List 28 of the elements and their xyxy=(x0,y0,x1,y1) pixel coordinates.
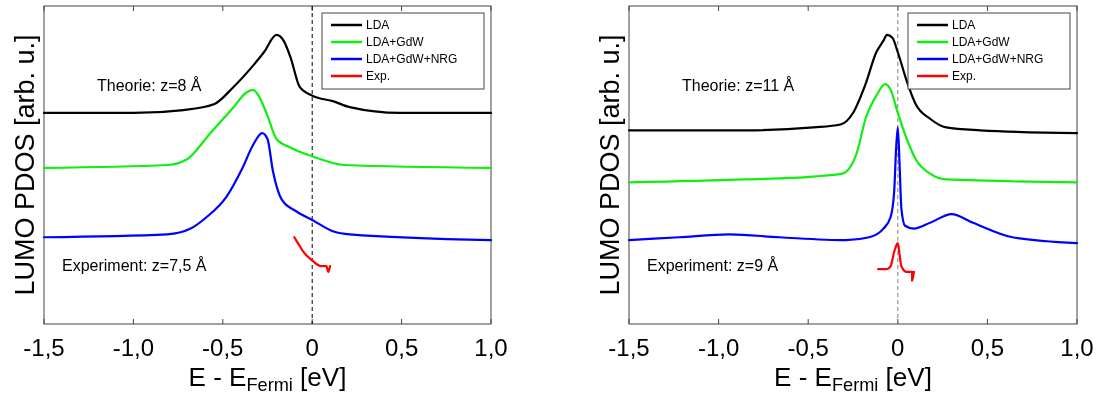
x-axis-title: E - E$_{Fermi}$ [eV] xyxy=(774,362,932,396)
x-tick-label: 1,0 xyxy=(1060,334,1094,361)
legend-label: Exp. xyxy=(366,69,391,83)
x-tick-label: -0,5 xyxy=(787,334,829,361)
legend-label: LDA+GdW xyxy=(952,35,1011,49)
x-tick-label: -0,5 xyxy=(202,334,244,361)
x-tick-label: -1,5 xyxy=(608,334,650,361)
legend-label: LDA+GdW+NRG xyxy=(952,52,1044,66)
x-axis-title: E - E$_{Fermi}$ [eV] xyxy=(188,362,347,396)
legend-label: LDA+GdW xyxy=(366,35,425,49)
y-axis-title: LUMO PDOS [arb. u.] xyxy=(595,34,625,296)
annotation: Theorie: z=8 Å xyxy=(97,76,202,94)
y-axis-title: LUMO PDOS [arb. u.] xyxy=(10,34,40,296)
legend-label: LDA+GdW+NRG xyxy=(366,52,458,66)
x-tick-label: 0,5 xyxy=(970,334,1005,361)
x-tick-label: 0,5 xyxy=(384,334,419,361)
legend-label: Exp. xyxy=(952,69,977,83)
legend-label: LDA xyxy=(366,18,390,32)
x-tick-label: -1,0 xyxy=(697,334,740,361)
x-tick-label: 0 xyxy=(305,334,319,361)
annotation: Theorie: z=11 Å xyxy=(682,76,795,94)
x-tick-label: -1,5 xyxy=(23,334,65,361)
legend-label: LDA xyxy=(952,18,976,32)
annotation: Experiment: z=9 Å xyxy=(647,256,779,274)
x-tick-label: -1,0 xyxy=(112,334,155,361)
x-tick-label: 1,0 xyxy=(474,334,508,361)
annotation: Experiment: z=7,5 Å xyxy=(62,256,207,274)
x-tick-label: 0 xyxy=(891,334,905,361)
